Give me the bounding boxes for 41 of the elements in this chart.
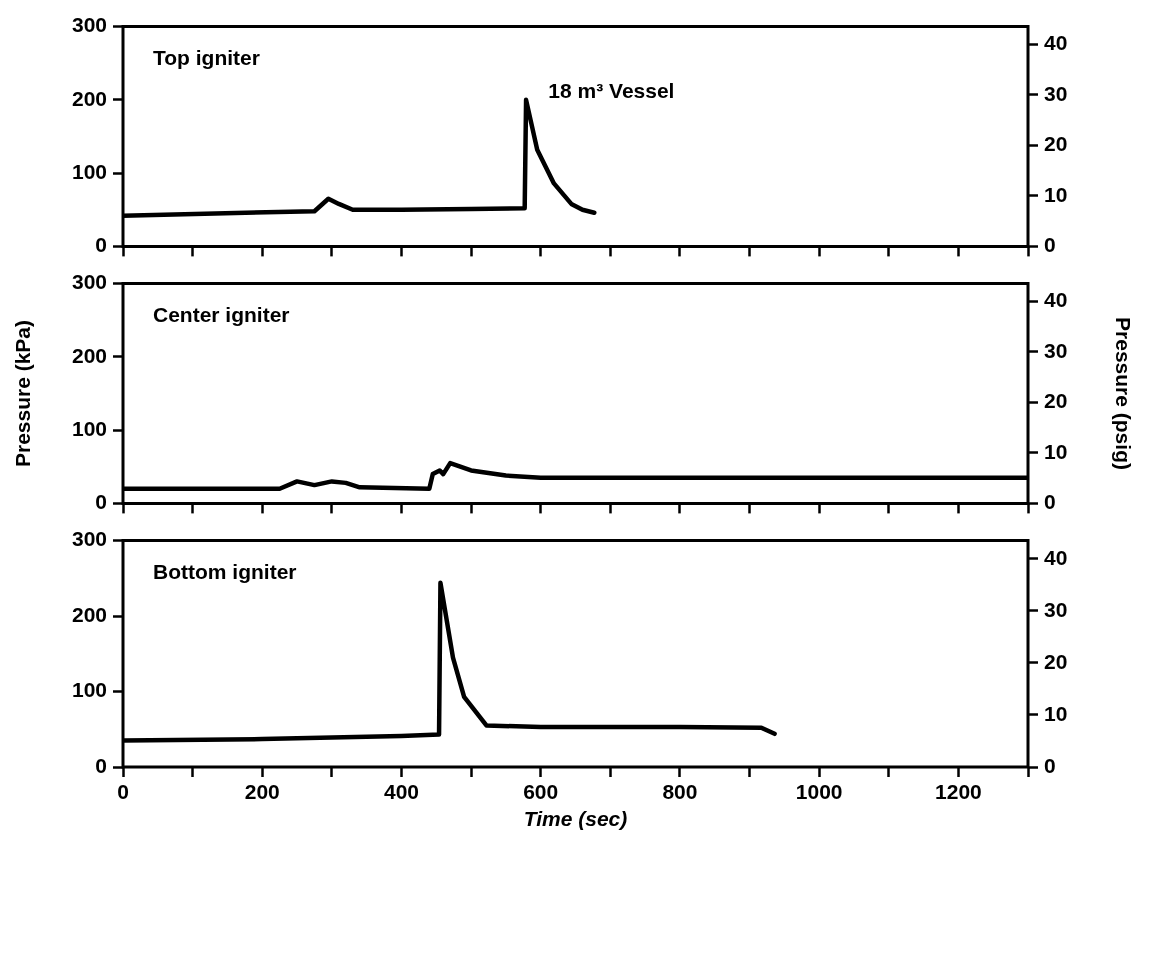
y-axis-title: Pressure (kPa) [11, 319, 35, 468]
y-tick-label: 100 [71, 416, 107, 440]
y-tick-label: 0 [95, 233, 107, 257]
y2-tick-label: 30 [1044, 597, 1068, 621]
y2-tick-label: 20 [1044, 132, 1068, 156]
x-tick-label: 1200 [935, 780, 982, 804]
y-tick-label: 300 [71, 527, 107, 551]
x-tick-label: 0 [117, 780, 129, 804]
x-tick-label: 400 [383, 780, 419, 804]
y-tick-label: 0 [95, 753, 107, 777]
x-tick-label: 1000 [795, 780, 843, 804]
y2-tick-label: 30 [1044, 81, 1068, 105]
annotation: 18 m³ Vessel [548, 78, 675, 102]
y2-tick-label: 40 [1044, 545, 1068, 569]
y-tick-label: 200 [71, 602, 107, 626]
y2-tick-label: 10 [1044, 701, 1068, 725]
annotation: Top igniter [153, 45, 260, 69]
y-tick-label: 300 [71, 270, 107, 294]
y2-axis-title: Pressure (psig) [1111, 317, 1135, 470]
y2-tick-label: 30 [1044, 338, 1068, 362]
y2-tick-label: 40 [1044, 31, 1068, 55]
annotation: Center igniter [153, 302, 290, 326]
x-tick-label: 800 [662, 780, 698, 804]
y2-tick-label: 20 [1044, 649, 1068, 673]
y2-tick-label: 0 [1044, 233, 1056, 257]
x-axis-title: Time (sec) [523, 807, 628, 831]
y2-tick-label: 40 [1044, 288, 1068, 312]
y2-tick-label: 10 [1044, 182, 1068, 206]
annotation: Bottom igniter [153, 559, 297, 583]
y2-tick-label: 20 [1044, 389, 1068, 413]
y2-tick-label: 10 [1044, 439, 1068, 463]
x-tick-label: 600 [523, 780, 559, 804]
x-tick-label: 200 [244, 780, 280, 804]
y2-tick-label: 0 [1044, 753, 1056, 777]
y-tick-label: 100 [71, 159, 107, 183]
y-tick-label: 100 [71, 678, 107, 702]
y2-tick-label: 0 [1044, 490, 1056, 514]
y-tick-label: 200 [71, 86, 107, 110]
y-tick-label: 200 [71, 343, 107, 367]
y-tick-label: 300 [71, 13, 107, 37]
y-tick-label: 0 [95, 490, 107, 514]
